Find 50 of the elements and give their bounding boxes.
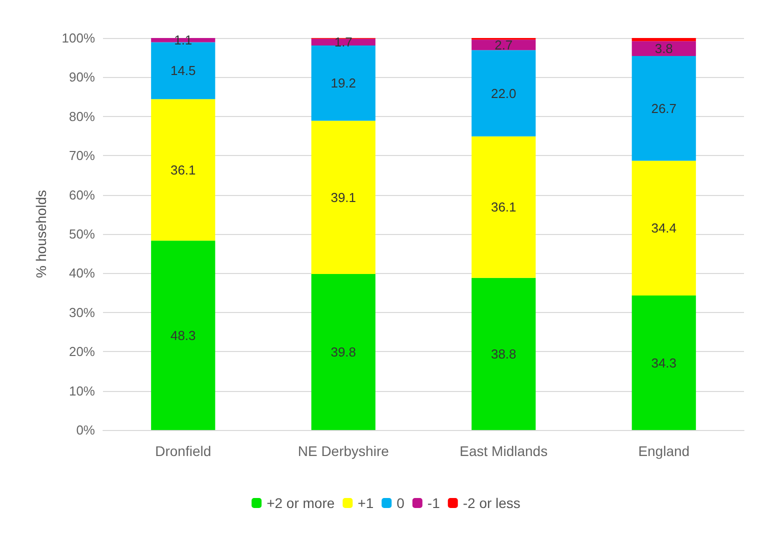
x-tick-label: East Midlands (460, 443, 548, 459)
bar (472, 50, 536, 136)
data-label: 36.1 (490, 200, 516, 215)
legend-label: +1 (358, 495, 374, 511)
bar (151, 99, 216, 241)
data-label: 48.3 (170, 328, 196, 343)
data-label: 3.8 (654, 41, 673, 56)
data-label: 39.1 (330, 190, 356, 205)
x-tick-label: England (638, 443, 690, 459)
y-tick-label: 20% (68, 344, 96, 360)
bar (632, 41, 696, 56)
legend-label: +2 or more (266, 495, 335, 511)
y-tick-label: 90% (68, 70, 96, 85)
y-tick-label: 0% (76, 422, 96, 438)
bar (632, 160, 696, 296)
y-tick-label: 50% (68, 226, 96, 242)
bar (311, 38, 376, 46)
bar (311, 120, 376, 274)
data-label: 34.3 (651, 355, 677, 370)
bar (632, 38, 696, 42)
x-tick-label: NE Derbyshire (298, 443, 390, 459)
data-label: 36.1 (170, 162, 196, 178)
y-tick-label: 30% (68, 304, 96, 320)
y-axis-title: % households (33, 190, 49, 278)
bar (472, 40, 536, 50)
bar (311, 45, 376, 121)
y-tick-label: 40% (68, 266, 96, 281)
y-tick-label: 70% (68, 148, 96, 164)
y-tick-label: 100% (62, 30, 96, 46)
data-label: 26.7 (651, 100, 677, 116)
data-label: 38.8 (490, 346, 516, 362)
data-label: 34.4 (651, 220, 677, 236)
bar (632, 296, 696, 430)
y-tick-label: 80% (68, 108, 96, 124)
bar (472, 278, 536, 430)
bar (311, 274, 376, 430)
data-label: 2.7 (494, 37, 513, 52)
bar (151, 240, 216, 430)
data-label: 19.2 (330, 76, 356, 91)
bar (632, 56, 696, 161)
legend-label: -2 or less (462, 495, 520, 511)
bar (472, 136, 536, 278)
data-label: 14.5 (170, 63, 196, 78)
y-tick-label: 10% (68, 383, 96, 398)
data-label: 39.8 (330, 344, 356, 360)
x-tick-label: Dronfield (155, 443, 212, 459)
legend-label: -1 (427, 495, 440, 511)
data-label: 22.0 (490, 86, 516, 101)
legend-label: 0 (396, 495, 405, 511)
y-tick-label: 60% (68, 187, 96, 202)
